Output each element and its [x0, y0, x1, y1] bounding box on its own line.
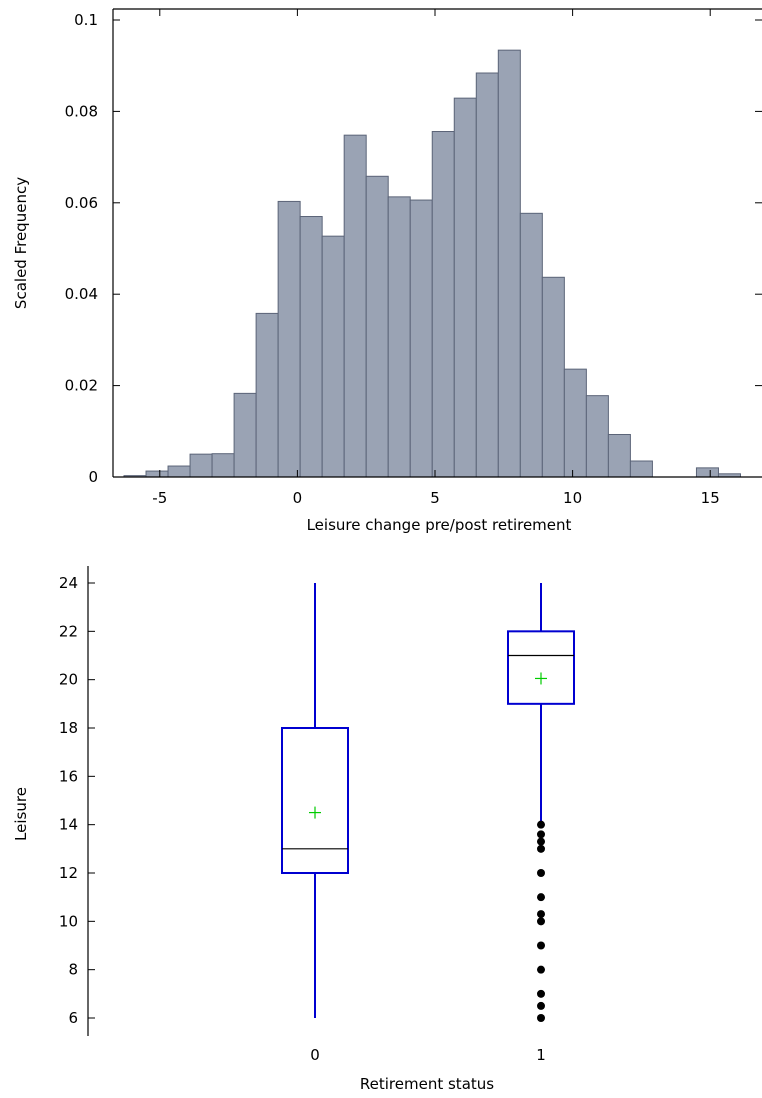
histogram-bar	[585, 395, 609, 478]
interquartile-box	[507, 630, 575, 705]
histogram-y-tick-label: 0.08	[65, 102, 98, 120]
histogram-x-tick-label: 5	[430, 489, 440, 507]
histogram-y-tick-label: 0.04	[65, 285, 98, 303]
histogram-bar	[189, 453, 213, 478]
histogram-bar	[695, 467, 719, 478]
outlier-point	[537, 837, 545, 846]
outlier-point	[537, 1014, 545, 1022]
boxplot-y-tick-label: 20	[59, 671, 78, 689]
histogram-bar	[277, 200, 301, 478]
boxplot-y-axis-label: Leisure	[12, 787, 30, 841]
histogram-bar	[453, 97, 477, 478]
boxplot-x-tick-label: 0	[310, 1046, 320, 1064]
histogram-bar	[365, 175, 389, 478]
boxplot-group-0	[281, 583, 349, 1018]
interquartile-box	[281, 727, 349, 874]
boxplot-y-tick-label: 18	[59, 719, 78, 737]
histogram-bar	[519, 212, 543, 478]
histogram-bar	[387, 196, 411, 478]
histogram-y-ticks: 0 0.02 0.04 0.06 0.08 0.1	[65, 11, 762, 486]
histogram-bar	[233, 392, 257, 478]
histogram-bar	[299, 216, 323, 478]
boxplot-y-tick-label: 22	[59, 622, 78, 640]
histogram-bar	[629, 460, 653, 478]
boxplot-y-tick-label: 6	[68, 1009, 78, 1027]
histogram-x-tick-label: 15	[701, 489, 720, 507]
histogram-bar	[167, 465, 191, 478]
histogram-bar	[321, 235, 345, 478]
histogram-x-tick-label: -5	[152, 489, 167, 507]
histogram-bar	[607, 433, 631, 478]
histogram-y-tick-label: 0.06	[65, 194, 98, 212]
outlier-point	[537, 910, 545, 919]
histogram-bar	[211, 453, 235, 478]
histogram-bar	[541, 276, 565, 478]
histogram-x-ticks: -5 0 5 10 15	[152, 9, 720, 507]
histogram-bar	[497, 49, 521, 478]
histogram-x-axis-label: Leisure change pre/post retirement	[307, 516, 572, 534]
boxplot-y-tick-label: 24	[59, 574, 78, 592]
outlier-point	[537, 1001, 545, 1010]
histogram-frame	[112, 8, 762, 478]
boxplot-groups	[281, 583, 575, 1022]
outlier-point	[537, 989, 545, 998]
histogram-panel: 0 0.02 0.04 0.06 0.08 0.1 -5 0 5 10 15 Leisure ch…	[12, 8, 762, 534]
boxplot-y-tick-label: 10	[59, 912, 78, 930]
boxplot-group-1	[507, 583, 575, 1022]
boxplot-y-tick-label: 8	[68, 961, 78, 979]
outlier-point	[537, 965, 545, 974]
histogram-x-tick-label: 10	[563, 489, 582, 507]
histogram-y-tick-label: 0.1	[74, 11, 98, 29]
outlier-point	[537, 869, 545, 877]
histogram-bar	[343, 134, 367, 478]
histogram-bar	[431, 131, 455, 478]
outlier-point	[537, 941, 545, 950]
histogram-bar	[145, 470, 169, 478]
histogram-bars	[123, 49, 741, 478]
histogram-y-tick-label: 0	[88, 468, 98, 486]
histogram-bar	[475, 72, 499, 478]
boxplot-x-axis-label: Retirement status	[360, 1075, 494, 1093]
histogram-bar	[255, 312, 279, 478]
boxplot-y-tick-label: 14	[59, 816, 78, 834]
boxplot-y-ticks: 6 8 10 12 14 16 18 20 22 24	[59, 574, 95, 1027]
histogram-bar	[563, 368, 587, 478]
boxplot-y-tick-label: 16	[59, 767, 78, 785]
histogram-y-tick-label: 0.02	[65, 377, 98, 395]
boxplot-x-tick-label: 1	[536, 1046, 546, 1064]
outlier-point	[537, 844, 545, 853]
outlier-point	[537, 893, 545, 902]
outlier-point	[537, 917, 545, 926]
histogram-bar	[409, 199, 433, 478]
boxplot-y-tick-label: 12	[59, 864, 78, 882]
outlier-point	[537, 820, 545, 829]
histogram-y-axis-label: Scaled Frequency	[12, 177, 30, 309]
outlier-point	[537, 830, 545, 839]
histogram-x-tick-label: 0	[293, 489, 303, 507]
